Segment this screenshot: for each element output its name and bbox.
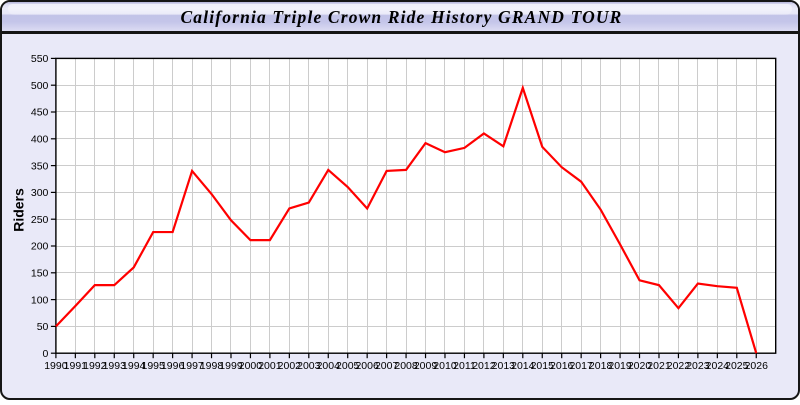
svg-text:2003: 2003 (297, 360, 321, 372)
svg-text:2011: 2011 (453, 360, 476, 372)
svg-text:250: 250 (31, 214, 49, 226)
svg-text:450: 450 (31, 107, 49, 119)
svg-text:2002: 2002 (278, 360, 302, 372)
svg-text:200: 200 (31, 241, 49, 253)
svg-text:2012: 2012 (472, 360, 496, 372)
svg-text:2021: 2021 (647, 360, 671, 372)
svg-text:2020: 2020 (628, 360, 652, 372)
svg-text:2024: 2024 (706, 360, 730, 372)
svg-text:100: 100 (31, 294, 49, 306)
svg-text:350: 350 (31, 160, 49, 172)
svg-text:1995: 1995 (141, 360, 165, 372)
svg-text:1998: 1998 (200, 360, 224, 372)
svg-text:Riders: Riders (11, 188, 27, 232)
svg-text:500: 500 (31, 80, 49, 92)
svg-text:1999: 1999 (219, 360, 243, 372)
svg-text:2000: 2000 (239, 360, 263, 372)
svg-text:1993: 1993 (103, 360, 127, 372)
svg-text:300: 300 (31, 187, 49, 199)
svg-text:2018: 2018 (589, 360, 613, 372)
svg-text:2009: 2009 (414, 360, 438, 372)
svg-text:2014: 2014 (511, 360, 535, 372)
svg-text:1996: 1996 (161, 360, 185, 372)
svg-text:2006: 2006 (355, 360, 379, 372)
svg-text:2023: 2023 (686, 360, 710, 372)
svg-text:1992: 1992 (83, 360, 107, 372)
svg-text:2008: 2008 (394, 360, 418, 372)
svg-text:1990: 1990 (44, 360, 68, 372)
svg-text:1997: 1997 (180, 360, 204, 372)
svg-text:2026: 2026 (745, 360, 769, 372)
svg-text:2004: 2004 (317, 360, 341, 372)
svg-text:2001: 2001 (258, 360, 282, 372)
svg-text:2025: 2025 (725, 360, 749, 372)
svg-text:2016: 2016 (550, 360, 574, 372)
svg-text:2022: 2022 (667, 360, 691, 372)
svg-text:550: 550 (31, 53, 49, 65)
svg-text:2019: 2019 (608, 360, 632, 372)
svg-text:1991: 1991 (64, 360, 88, 372)
svg-text:2007: 2007 (375, 360, 399, 372)
svg-text:2005: 2005 (336, 360, 360, 372)
svg-text:2013: 2013 (492, 360, 516, 372)
svg-text:0: 0 (43, 348, 49, 360)
svg-text:2010: 2010 (433, 360, 457, 372)
svg-text:1994: 1994 (122, 360, 146, 372)
svg-text:2017: 2017 (569, 360, 593, 372)
svg-text:150: 150 (31, 268, 49, 280)
svg-text:2015: 2015 (531, 360, 555, 372)
svg-text:400: 400 (31, 134, 49, 146)
svg-text:50: 50 (37, 321, 49, 333)
